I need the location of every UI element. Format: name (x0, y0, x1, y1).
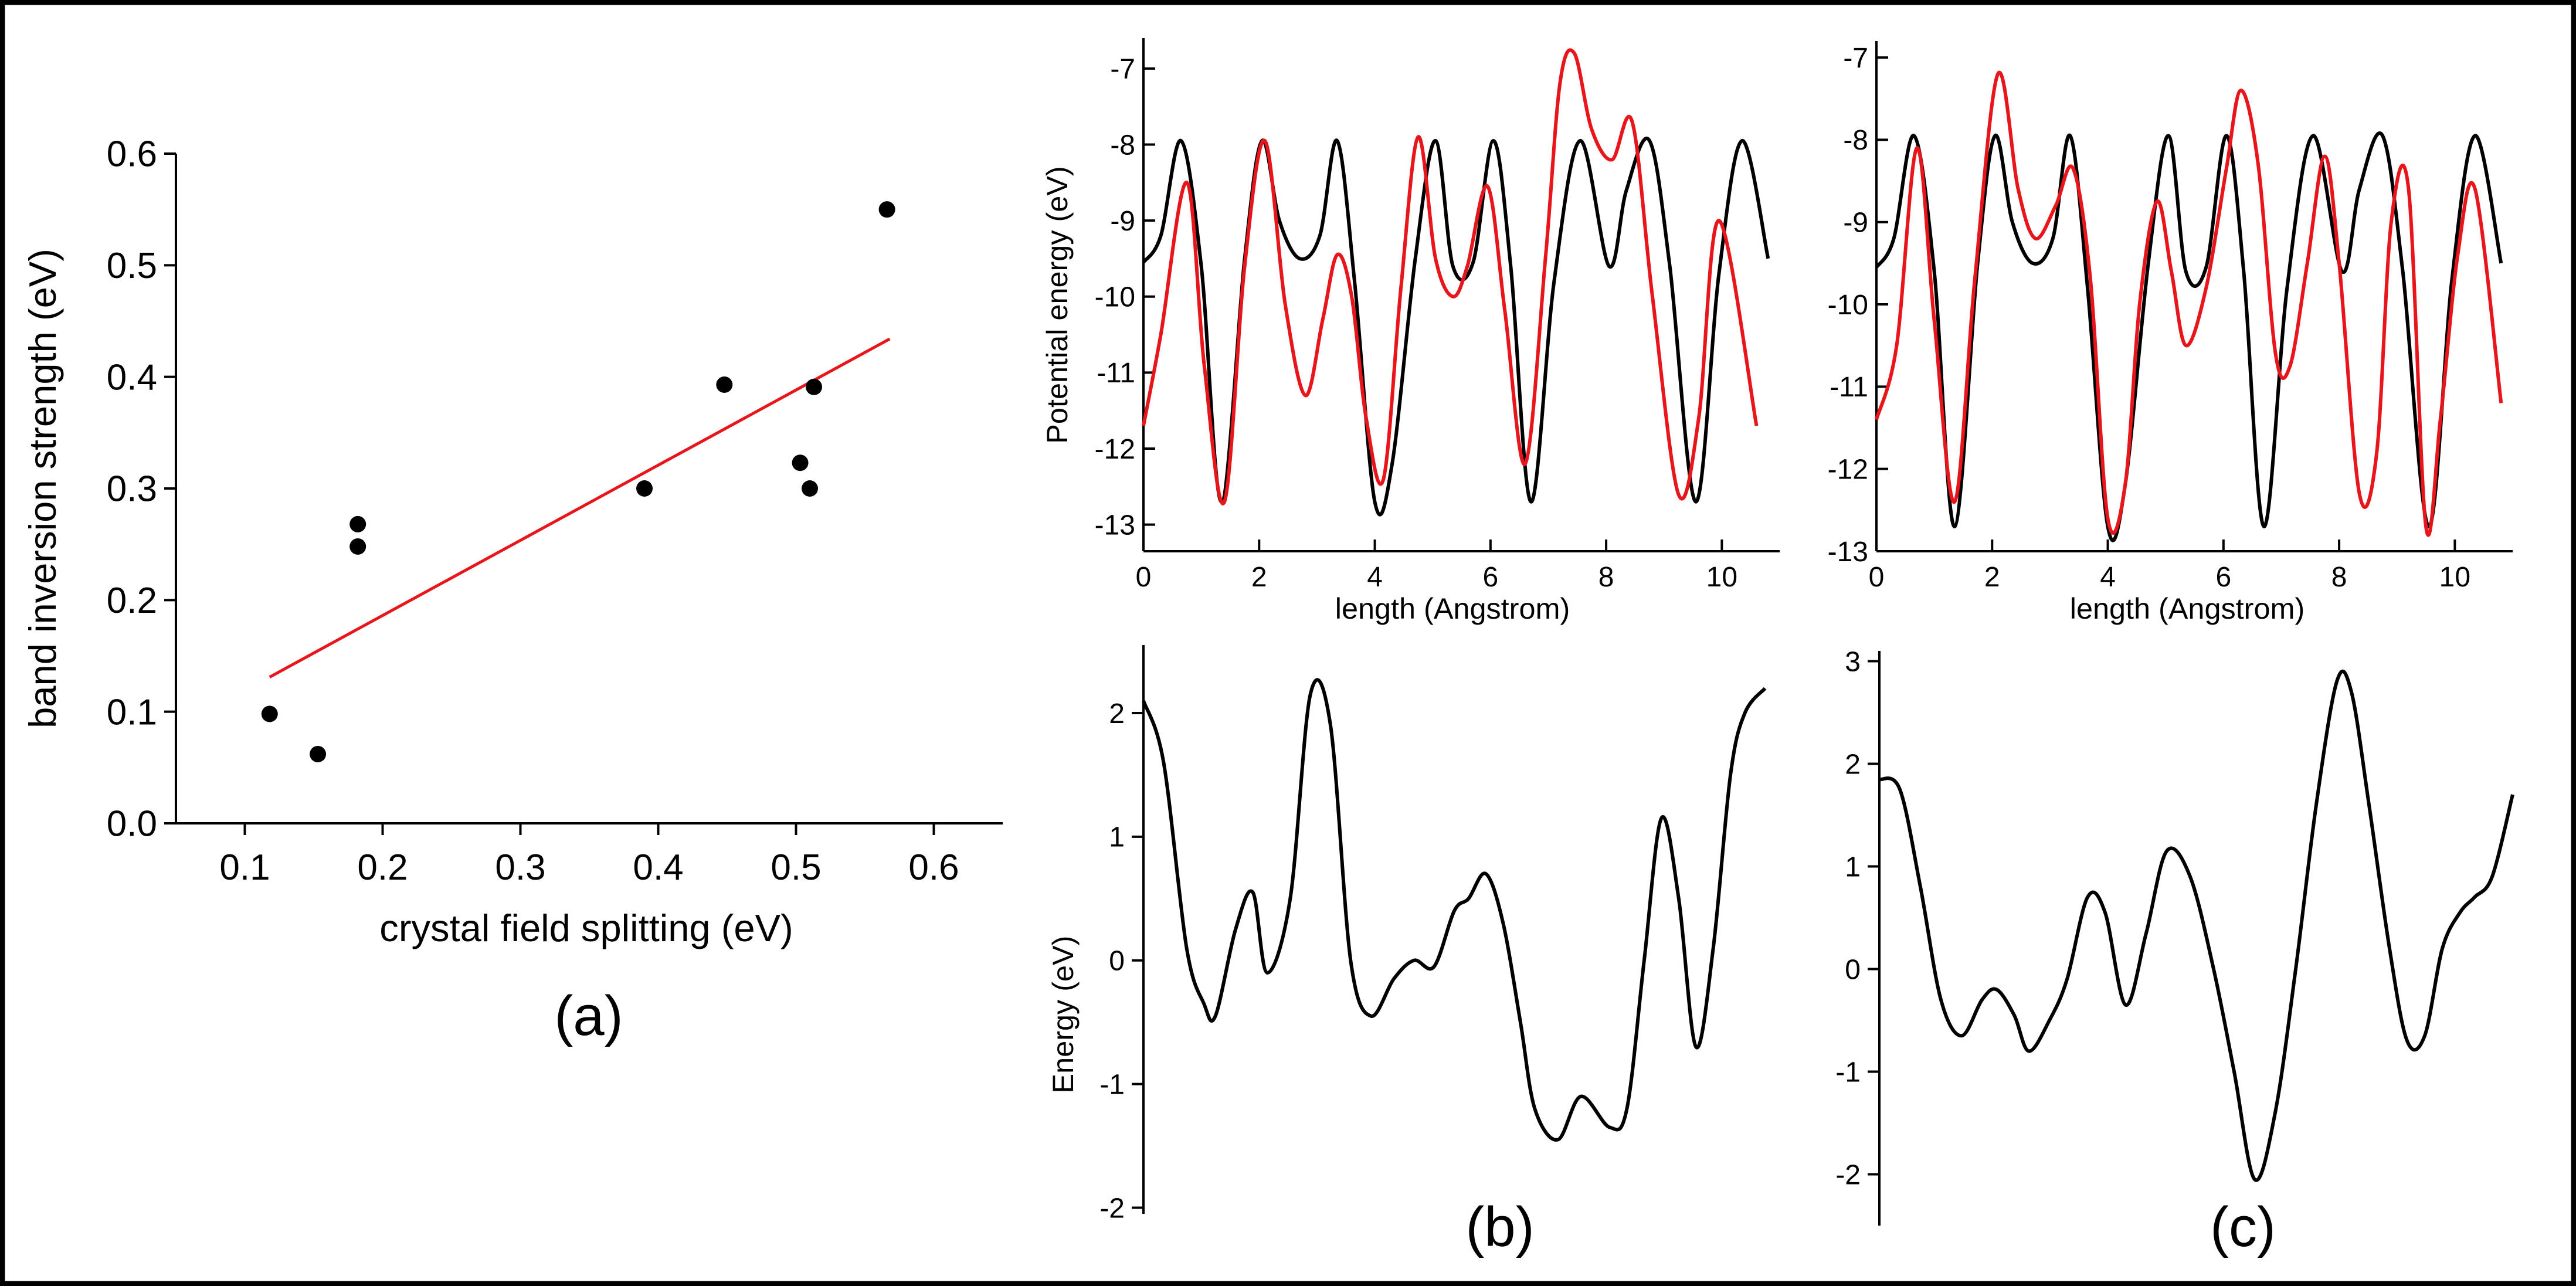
x-tick-label: 8 (2331, 562, 2347, 593)
x-tick-label: 0 (1869, 562, 1885, 593)
x-tick-label: 8 (1598, 562, 1614, 593)
panel-label-a: (a) (554, 985, 623, 1047)
y-tick-label: -12 (1828, 454, 1868, 485)
x-tick-label: 0.5 (771, 847, 821, 888)
y-tick-label: -11 (1097, 358, 1135, 389)
y-tick-label: 3 (1845, 646, 1861, 677)
x-tick-label: 0.1 (219, 847, 270, 888)
series-line-red (1142, 48, 1759, 505)
y-tick-label: -7 (1843, 43, 1868, 74)
x-axis-label: crystal field splitting (eV) (379, 907, 793, 949)
x-tick-label: 0.6 (908, 847, 959, 888)
chart-b-top-line: -13 -12 -11 -10 -9 -8 -7 0 2 4 6 8 10 length (Angstro… (1040, 38, 1780, 625)
chart-c-top-line: -13 -12 -11 -10 -9 -8 -7 0 2 4 6 8 10 length (Angstro… (1828, 41, 2513, 625)
y-tick-label: -2 (1835, 1159, 1861, 1190)
y-tick-label: 0 (1109, 946, 1125, 977)
y-tick-label: -9 (1843, 208, 1868, 239)
data-point (802, 480, 818, 497)
y-tick-label: 2 (1109, 698, 1125, 729)
x-tick-label: 0.2 (357, 847, 408, 888)
y-tick-label: 0.2 (107, 581, 157, 621)
data-point (878, 201, 895, 218)
fit-line (269, 337, 891, 678)
x-tick-label: 0.4 (633, 847, 683, 888)
y-tick-label: -7 (1110, 54, 1135, 85)
y-tick-label: -13 (1828, 537, 1868, 568)
data-point (636, 480, 653, 497)
y-axis-label: Potential energy (eV) (1040, 166, 1074, 443)
y-tick-label: -9 (1110, 206, 1135, 237)
y-tick-label: 2 (1845, 749, 1861, 780)
x-axis-label: length (Angstrom) (2070, 592, 2305, 625)
y-tick-label: -1 (1835, 1057, 1861, 1088)
x-axis-label: length (Angstrom) (1335, 592, 1570, 625)
y-axis-label: band inversion strength (eV) (21, 249, 64, 728)
data-point (310, 745, 327, 762)
x-tick-label: 0 (1136, 562, 1152, 593)
chart-c-bottom-line: -2 -1 0 1 2 3 (1835, 646, 2514, 1226)
y-axis-label: Energy (eV) (1046, 936, 1080, 1094)
panel-label-b: (b) (1465, 1196, 1534, 1258)
y-tick-label: 0.4 (107, 357, 157, 398)
y-tick-label: 0.1 (107, 692, 157, 732)
x-tick-label: 4 (1367, 562, 1383, 593)
y-tick-label: -1 (1099, 1069, 1125, 1100)
data-point (792, 454, 809, 471)
y-tick-label: 0.5 (107, 246, 157, 286)
y-tick-label: 0 (1845, 954, 1861, 985)
chart-b-bottom-line: -2 -1 0 1 2 Energy (eV) (1046, 645, 1767, 1224)
y-tick-label: 0.3 (107, 469, 157, 510)
y-tick-label: -8 (1843, 125, 1868, 156)
y-tick-label: -11 (1830, 372, 1868, 403)
x-tick-label: 2 (1251, 562, 1267, 593)
panel-label-c: (c) (2210, 1196, 2276, 1258)
y-tick-label: -8 (1110, 130, 1135, 161)
y-tick-label: 1 (1845, 851, 1861, 883)
y-tick-label: -10 (1095, 282, 1135, 313)
y-tick-label: 1 (1109, 822, 1125, 853)
x-tick-label: 4 (2100, 562, 2116, 593)
x-tick-label: 0.3 (495, 847, 545, 888)
y-tick-label: -13 (1095, 510, 1135, 541)
y-tick-label: -2 (1099, 1193, 1125, 1224)
data-point (261, 705, 278, 722)
series-line-black (1142, 678, 1767, 1142)
x-tick-label: 10 (2439, 562, 2470, 593)
data-point (716, 376, 733, 393)
data-point (806, 378, 823, 395)
data-point (349, 538, 366, 555)
y-tick-label: -10 (1828, 290, 1868, 321)
chart-a-scatter: 0.0 0.1 0.2 0.3 0.4 0.5 0.6 0.1 0.2 0.3 0.4 0.5 0.6 c… (21, 134, 1003, 949)
data-point (349, 515, 366, 532)
series-line-red (1875, 70, 2503, 537)
x-tick-label: 6 (2215, 562, 2231, 593)
series-line-black (1878, 669, 2514, 1182)
x-tick-label: 6 (1482, 562, 1498, 593)
x-tick-label: 2 (1984, 562, 2000, 593)
y-tick-label: -12 (1095, 434, 1135, 465)
y-tick-label: 0.0 (107, 804, 157, 844)
x-tick-label: 10 (1706, 562, 1737, 593)
y-tick-label: 0.6 (107, 134, 157, 175)
